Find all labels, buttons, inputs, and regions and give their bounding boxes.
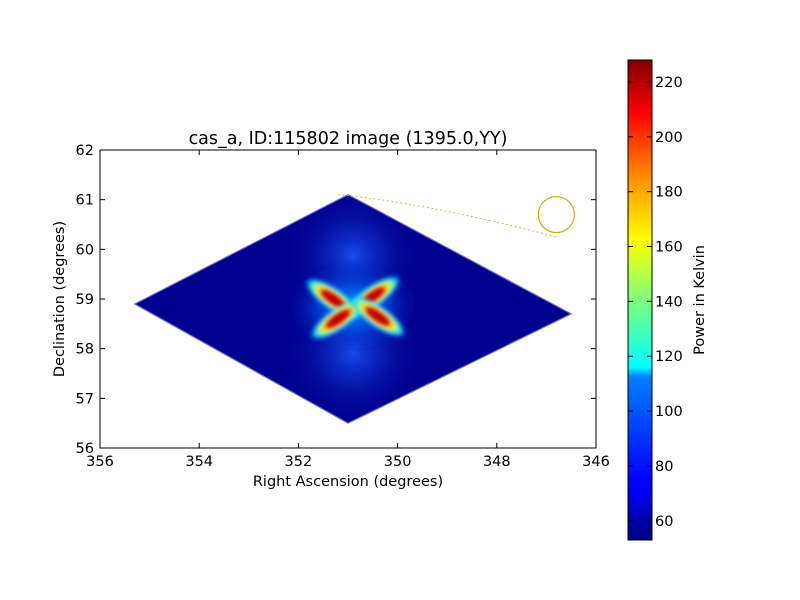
x-tick-label: 350 <box>384 454 412 470</box>
x-tick-label: 354 <box>185 454 213 470</box>
colorbar: 60 80 100 120 140 160 180 200 220 Power in Kelvi… <box>627 59 708 541</box>
lobe-4 <box>349 294 407 338</box>
x-tick-label: 356 <box>86 454 114 470</box>
plot-area: 356 354 352 350 348 346 56 57 58 59 60 61 62 <box>76 143 610 470</box>
y-tick-label: 57 <box>76 391 94 407</box>
colorbar-tick-label: 220 <box>655 75 683 91</box>
lobe-core <box>321 290 345 308</box>
lobe-core <box>366 307 390 326</box>
overlay-layer <box>338 194 575 238</box>
y-axis-label: Declination (degrees) <box>52 221 68 377</box>
x-ticks: 356 354 352 350 348 346 <box>86 150 610 470</box>
overlay-dotted-line <box>338 194 557 238</box>
colorbar-tick-label: 60 <box>655 514 673 530</box>
colorbar-tick-label: 100 <box>655 404 683 420</box>
x-tick-label: 352 <box>285 454 313 470</box>
x-axis-label: Right Ascension (degrees) <box>253 474 443 490</box>
colorbar-tick-label: 160 <box>655 240 683 256</box>
colorbar-ticks: 60 80 100 120 140 160 180 200 220 <box>628 75 683 530</box>
colorbar-tick-label: 140 <box>655 294 683 310</box>
x-tick-label: 346 <box>582 454 610 470</box>
colorbar-tick-label: 120 <box>655 349 683 365</box>
y-ticks: 56 57 58 59 60 61 62 <box>76 143 596 457</box>
lobe-core <box>326 310 350 328</box>
chart-title: cas_a, ID:115802 image (1395.0,YY) <box>189 129 508 149</box>
colorbar-gradient <box>627 59 653 541</box>
colorbar-tick-label: 200 <box>655 130 683 146</box>
y-tick-label: 58 <box>76 342 94 358</box>
y-tick-label: 56 <box>76 441 94 457</box>
heatmap-image <box>133 194 573 424</box>
heat-layer <box>280 194 425 424</box>
y-tick-label: 60 <box>76 242 94 258</box>
y-tick-label: 61 <box>76 193 94 209</box>
lobe-3 <box>309 297 367 341</box>
colorbar-label: Power in Kelvin <box>692 245 708 355</box>
colorbar-tick-label: 80 <box>655 459 673 475</box>
overlay-circle <box>537 195 575 234</box>
y-tick-label: 59 <box>76 292 94 308</box>
x-tick-label: 348 <box>483 454 511 470</box>
colorbar-tick-label: 180 <box>655 185 683 201</box>
y-tick-label: 62 <box>76 143 94 159</box>
